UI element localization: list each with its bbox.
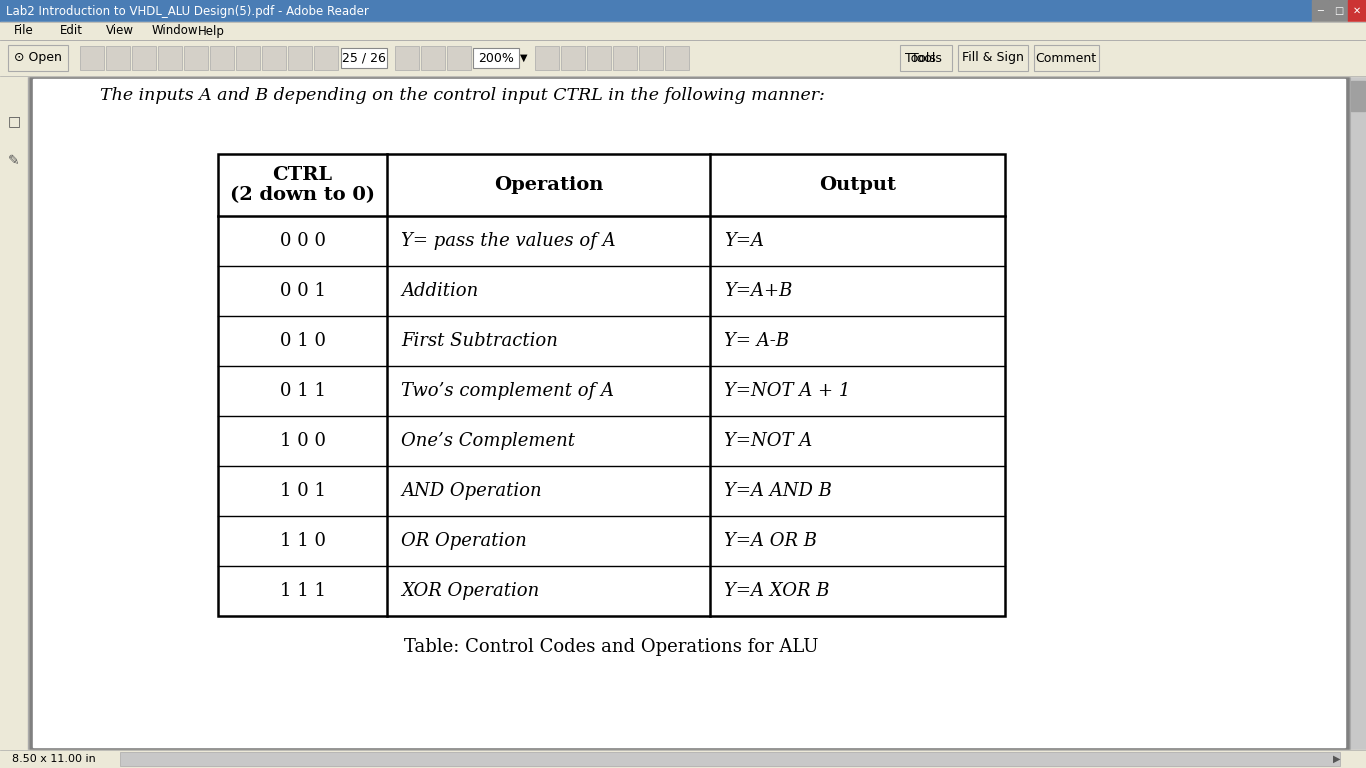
Bar [120,752,1340,766]
Bar [1034,45,1100,71]
Text: AND Operation: AND Operation [402,482,542,500]
Text: Comment: Comment [1035,51,1097,65]
Bar [395,46,419,70]
Text: ✎: ✎ [8,154,20,168]
Text: ⊙ Open: ⊙ Open [14,51,61,65]
Text: Y=A+B: Y=A+B [724,282,792,300]
Bar [421,46,445,70]
Text: Two’s complement of A: Two’s complement of A [402,382,615,400]
Bar [288,46,311,70]
Text: ▶: ▶ [1333,754,1341,764]
Text: Y=NOT A: Y=NOT A [724,432,813,450]
Bar [613,46,637,70]
Bar [158,46,182,70]
Text: Y=A: Y=A [724,232,764,250]
Text: Window: Window [152,25,198,38]
Text: File: File [14,25,34,38]
Bar [1350,76,1366,750]
Bar [184,46,208,70]
Text: The inputs A and B depending on the control input CTRL in the following manner:: The inputs A and B depending on the cont… [100,87,825,104]
Bar [639,46,663,70]
Bar [473,48,519,68]
Text: First Subtraction: First Subtraction [402,332,559,350]
Text: 1 0 0: 1 0 0 [280,432,325,450]
Bar [0,76,1366,750]
Text: ✕: ✕ [1352,6,1361,16]
Text: Y= pass the values of A: Y= pass the values of A [402,232,616,250]
Bar [1351,81,1365,111]
Text: Y= A-B: Y= A-B [724,332,790,350]
Bar [1348,0,1365,22]
Bar [587,46,611,70]
Bar [33,79,1346,747]
Text: 0 1 0: 0 1 0 [280,332,325,350]
Text: Y=A AND B: Y=A AND B [724,482,832,500]
Bar [665,46,688,70]
Text: 25 / 26: 25 / 26 [342,51,387,65]
Text: One’s Complement: One’s Complement [402,432,575,450]
Text: 1 1 0: 1 1 0 [280,532,325,550]
Bar [236,46,260,70]
Text: ─: ─ [1318,6,1324,16]
Bar [8,45,68,71]
Text: Tools: Tools [906,51,936,65]
Text: Output: Output [820,176,896,194]
Text: □: □ [1333,6,1343,16]
Text: Y=A XOR B: Y=A XOR B [724,582,829,600]
Bar [219,154,1005,616]
Text: Operation: Operation [494,176,604,194]
Bar [1311,0,1329,22]
Text: Lab2 Introduction to VHDL_ALU Design(5).pdf - Adobe Reader: Lab2 Introduction to VHDL_ALU Design(5).… [5,5,369,18]
Bar [1330,0,1347,22]
Bar [0,0,1366,22]
Bar [0,22,1366,40]
Bar [210,46,234,70]
Text: Table: Control Codes and Operations for ALU: Table: Control Codes and Operations for … [404,638,818,656]
Text: Fill & Sign: Fill & Sign [962,51,1024,65]
Text: Y=NOT A + 1: Y=NOT A + 1 [724,382,850,400]
Bar [447,46,471,70]
Bar [107,46,130,70]
Bar [0,76,27,750]
Bar [133,46,156,70]
Bar [958,45,1029,71]
Text: Addition: Addition [402,282,478,300]
Bar [900,45,952,71]
Bar [0,750,1366,768]
Bar [219,154,1005,616]
Text: View: View [107,25,134,38]
Text: Tools: Tools [911,51,941,65]
Bar [314,46,337,70]
Text: 0 1 1: 0 1 1 [280,382,325,400]
Text: □: □ [7,114,20,128]
Text: Edit: Edit [60,25,83,38]
Text: 200%: 200% [478,51,514,65]
Bar [0,40,1366,76]
Text: CTRL
(2 down to 0): CTRL (2 down to 0) [229,166,376,204]
Text: Help: Help [198,25,225,38]
Bar [535,46,559,70]
Bar [262,46,285,70]
Text: 0 0 0: 0 0 0 [280,232,325,250]
Bar [561,46,585,70]
Text: XOR Operation: XOR Operation [402,582,540,600]
Text: 1 0 1: 1 0 1 [280,482,325,500]
Text: 0 0 1: 0 0 1 [280,282,325,300]
Bar [81,46,104,70]
Text: 1 1 1: 1 1 1 [280,582,325,600]
Bar [342,48,387,68]
Text: ▼: ▼ [520,53,527,63]
Text: Y=A OR B: Y=A OR B [724,532,817,550]
Text: OR Operation: OR Operation [402,532,527,550]
Text: 8.50 x 11.00 in: 8.50 x 11.00 in [12,754,96,764]
